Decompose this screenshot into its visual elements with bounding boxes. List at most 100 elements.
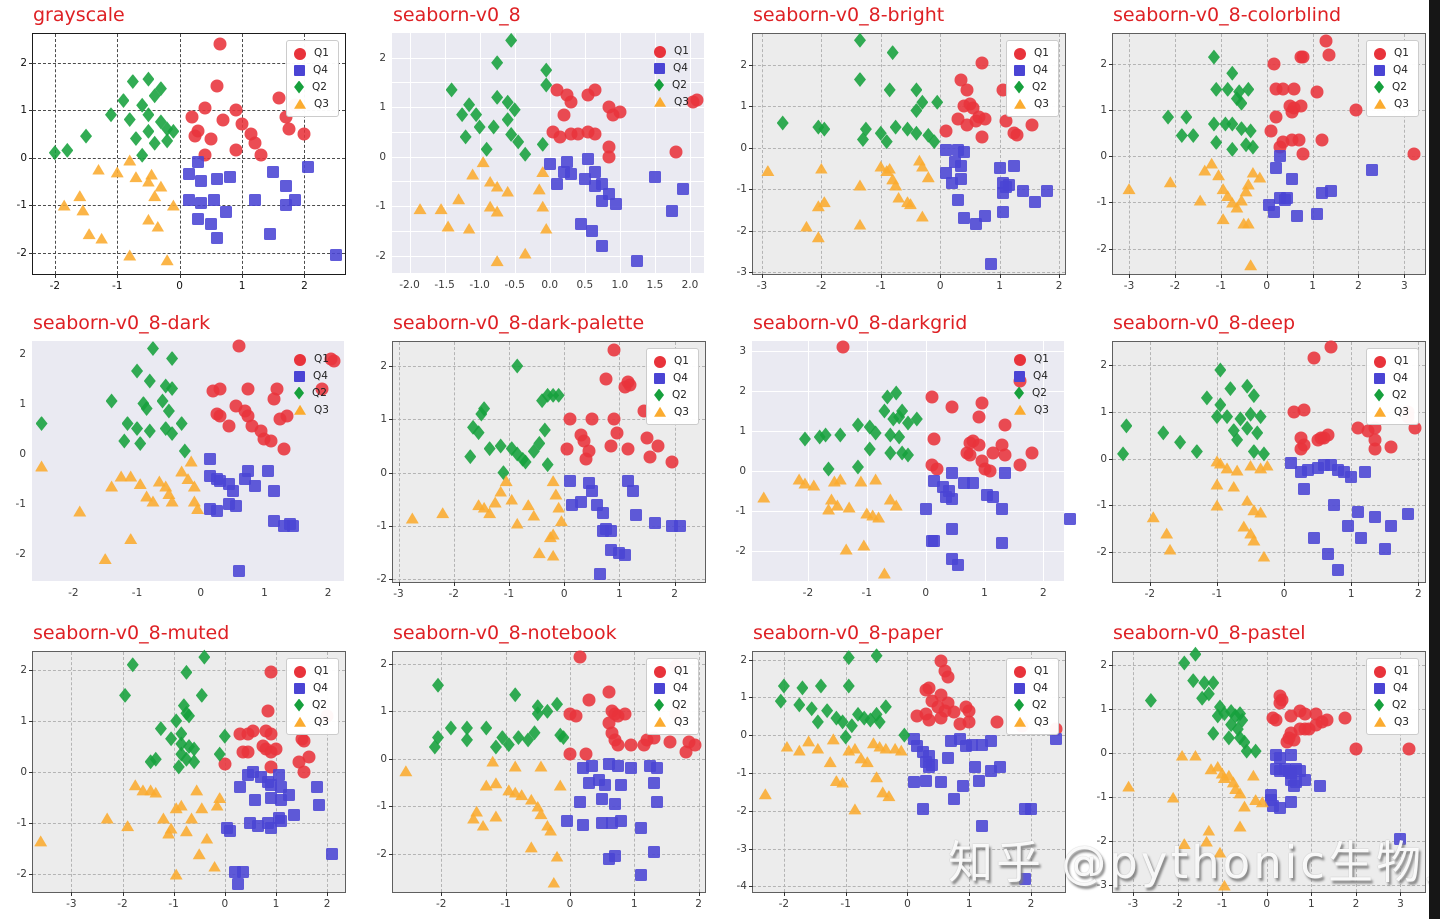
y-gridline <box>392 107 704 109</box>
scatter-point-Q1 <box>1267 57 1281 71</box>
x-gridline <box>1043 341 1045 581</box>
scatter-point-Q2 <box>1210 81 1223 97</box>
legend-item-Q1: Q1 <box>1014 665 1049 678</box>
x-tick-label: 1.5 <box>646 279 664 291</box>
scatter-point-Q3 <box>792 744 806 756</box>
scatter-point-Q4 <box>267 485 280 497</box>
y-tick-mark <box>1109 156 1113 158</box>
y-tick-label: -2 <box>736 804 747 817</box>
scatter-point-Q3 <box>141 175 155 187</box>
y-tick-mark <box>749 147 753 149</box>
scatter-point-Q2 <box>1247 444 1260 459</box>
y-gridline <box>1113 411 1425 413</box>
scatter-point-Q1 <box>688 738 702 752</box>
x-tick-label: 2 <box>1352 898 1360 910</box>
legend-item-Q1: Q1 <box>1374 355 1409 368</box>
scatter-point-Q1 <box>588 83 602 97</box>
scatter-point-Q4 <box>947 793 960 806</box>
x-tick-mark <box>907 892 909 896</box>
x-tick-label: 0 <box>1280 588 1288 600</box>
scatter-point-Q2 <box>879 699 892 715</box>
scatter-point-Q2 <box>1214 362 1227 378</box>
scatter-point-Q4 <box>226 485 239 497</box>
y-tick-mark <box>749 772 753 774</box>
scatter-point-Q3 <box>1215 767 1229 779</box>
x-gridline <box>398 342 400 582</box>
scatter-point-Q2 <box>464 449 477 465</box>
plot-area: -3 -2 -1 0 1 2 -2 -1 0 1 2 Q1 Q4 Q2 Q3 <box>377 341 706 599</box>
scatter-point-Q2 <box>834 427 847 443</box>
legend-label: Q4 <box>673 371 688 384</box>
scatter-point-Q3 <box>140 490 154 502</box>
y-tick-label: -1 <box>1096 791 1107 804</box>
scatter-point-Q2 <box>851 459 864 475</box>
x-gridline <box>880 34 882 274</box>
y-tick-label: -2 <box>1096 242 1107 255</box>
scatter-point-Q3 <box>73 190 87 202</box>
y-tick-mark <box>389 663 393 665</box>
plot-area: -3 -2 -1 0 1 2 3 -2 -1 0 1 2 Q1 Q4 Q2 Q3 <box>1097 33 1426 291</box>
legend-item-Q4: Q4 <box>294 682 329 694</box>
scatter-point-Q4 <box>232 565 245 577</box>
x-tick-label: -1 <box>875 280 887 292</box>
x-gridline <box>783 652 785 892</box>
scatter-point-Q4 <box>944 734 957 747</box>
scatter-point-Q3 <box>165 495 179 507</box>
scatter-point-Q4 <box>211 172 224 185</box>
scatter-point-Q2 <box>170 713 183 729</box>
legend-item-Q3: Q3 <box>1374 716 1409 728</box>
legend-label: Q4 <box>313 369 328 382</box>
scatter-point-Q4 <box>231 878 244 891</box>
scatter-point-Q3 <box>141 213 155 225</box>
scatter-point-Q3 <box>184 455 198 467</box>
plot-area: -3 -2 -1 0 1 2 3 -3 -2 -1 0 1 2 Q1 Q4 Q2 Q3 <box>1097 646 1426 909</box>
scatter-point-Q4 <box>550 177 563 190</box>
scatter-point-Q4 <box>923 761 936 774</box>
scatter-point-Q4 <box>984 765 997 778</box>
x-gridline <box>453 342 455 582</box>
x-gridline <box>1351 342 1353 582</box>
scatter-point-Q2 <box>428 739 441 755</box>
scatter-point-Q1 <box>1285 105 1299 119</box>
legend-item-Q2: Q2 <box>1374 698 1409 712</box>
scatter-point-Q2 <box>1249 743 1262 759</box>
scatter-point-Q3 <box>162 488 176 499</box>
scatter-point-Q3 <box>210 799 224 811</box>
scatter-point-Q2 <box>1240 743 1253 759</box>
scatter-point-Q2 <box>811 714 824 730</box>
y-tick-label: -1 <box>1096 498 1107 511</box>
scatter-point-Q4 <box>279 199 292 212</box>
scatter-point-Q3 <box>1255 796 1269 808</box>
scatter-point-Q3 <box>921 171 935 183</box>
y-gridline <box>393 419 705 421</box>
y-tick-label: 1 <box>379 100 386 113</box>
scatter-point-Q1 <box>248 136 262 150</box>
scatter-point-Q2 <box>148 88 161 104</box>
scatter-point-Q4 <box>223 170 236 183</box>
x-tick-mark <box>1355 892 1357 896</box>
y-gridline <box>33 252 345 254</box>
scatter-point-Q4 <box>676 182 689 195</box>
scatter-point-Q4 <box>301 161 314 174</box>
scatter-point-Q2 <box>884 427 897 443</box>
scatter-point-Q3 <box>882 790 896 802</box>
scatter-point-Q2 <box>796 680 809 696</box>
diamond-legend-marker-icon <box>1374 698 1385 712</box>
scatter-point-Q3 <box>508 760 522 772</box>
scatter-point-Q3 <box>1247 504 1261 516</box>
y-gridline <box>752 551 1064 552</box>
y-tick-label: -2 <box>376 573 387 586</box>
legend: Q1 Q4 Q2 Q3 <box>646 348 699 425</box>
scatter-point-Q2 <box>1207 675 1220 691</box>
scatter-point-Q3 <box>483 200 497 212</box>
scatter-point-Q2 <box>198 649 211 665</box>
scatter-point-Q3 <box>133 478 147 489</box>
scatter-point-Q4 <box>1265 793 1278 806</box>
scatter-point-Q4 <box>602 757 615 770</box>
scatter-point-Q3 <box>915 210 929 222</box>
scatter-point-Q2 <box>1219 116 1232 132</box>
scatter-point-Q3 <box>826 733 840 745</box>
triangle-legend-marker-icon <box>654 406 667 417</box>
scatter-point-Q1 <box>910 709 924 723</box>
y-tick-mark <box>29 110 33 112</box>
